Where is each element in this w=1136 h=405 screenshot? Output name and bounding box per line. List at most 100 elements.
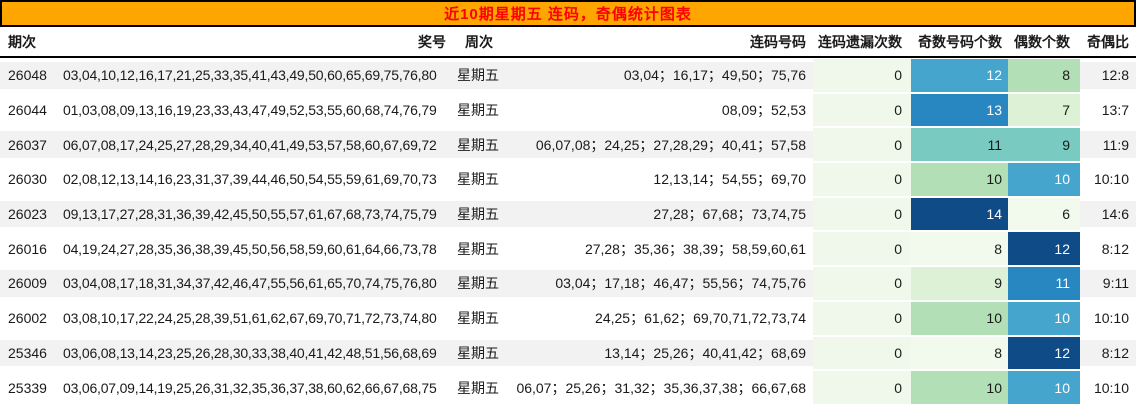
cell-odd-even-ratio: 14:6 xyxy=(1080,196,1136,232)
cell-consecutive-numbers: 08,09；52,53 xyxy=(721,102,806,119)
table-header-row: 期次 奖号 周次 连码号码 连码遗漏次数 奇数号码个数 偶数个数 奇偶比 xyxy=(0,27,1136,58)
header-period: 期次 xyxy=(8,33,36,50)
cell-consecutive-miss-count: 0 xyxy=(813,300,911,336)
cell-odd-even-ratio: 8:12 xyxy=(1101,240,1129,257)
cell-odd-count: 12 xyxy=(911,58,1008,93)
cell-consecutive-miss-count: 0 xyxy=(813,196,911,232)
header-weekday: 周次 xyxy=(465,33,493,50)
cell-odd-count: 9 xyxy=(911,266,1008,301)
cell-consecutive-numbers: 12,13,14；54,55；69,70 xyxy=(653,171,806,188)
cell-consecutive-miss-count: 0 xyxy=(813,127,911,163)
cell-period: 26030 xyxy=(8,171,47,188)
cell-draw-numbers: 03,04,08,17,18,31,34,37,42,46,47,55,56,6… xyxy=(60,266,452,301)
cell-odd-even-ratio: 10:10 xyxy=(1093,171,1129,188)
header-draw-numbers: 奖号 xyxy=(418,33,446,50)
cell-period: 26009 xyxy=(0,266,60,301)
cell-odd-even-ratio: 12:8 xyxy=(1080,58,1136,93)
cell-consecutive-miss-count: 0 xyxy=(813,370,911,405)
cell-draw-numbers: 04,19,24,27,28,35,36,38,39,45,50,56,58,5… xyxy=(63,240,437,257)
table-row: 26037 06,07,08,17,24,25,27,28,29,34,40,41… xyxy=(0,127,1136,163)
cell-consecutive-numbers: 06,07；25,26；31,32；35,36,37,38；66,67,68 xyxy=(516,379,806,396)
cell-draw-numbers: 03,06,08,13,14,23,25,26,28,30,33,38,40,4… xyxy=(60,335,452,371)
cell-consecutive-miss-count: 0 xyxy=(813,92,911,128)
cell-period: 26016 xyxy=(8,240,47,257)
cell-consecutive-numbers: 24,25；61,62；69,70,71,72,73,74 xyxy=(595,310,806,327)
cell-consecutive-miss-count: 0 xyxy=(813,266,911,301)
cell-draw-numbers: 03,06,07,09,14,19,25,26,31,32,35,36,37,3… xyxy=(63,379,437,396)
page-title: 近10期星期五 连码，奇偶统计图表 xyxy=(444,6,692,23)
table-row: 26023 09,13,17,27,28,31,36,39,42,45,50,55… xyxy=(0,196,1136,232)
cell-draw-numbers: 03,04,10,12,16,17,21,25,33,35,41,43,49,5… xyxy=(60,58,452,93)
cell-draw-numbers: 03,08,10,17,22,24,25,28,39,51,61,62,67,6… xyxy=(63,310,437,327)
cell-odd-even-ratio: 9:11 xyxy=(1080,266,1136,301)
cell-odd-even-ratio: 10:10 xyxy=(1093,310,1129,327)
cell-period: 26002 xyxy=(8,310,47,327)
cell-period: 26023 xyxy=(0,196,60,232)
cell-even-count: 11 xyxy=(1008,266,1080,301)
cell-even-count: 12 xyxy=(1008,335,1080,371)
cell-odd-count: 11 xyxy=(911,127,1008,163)
cell-consecutive-numbers: 27,28；67,68；73,74,75 xyxy=(510,196,813,232)
cell-weekday: 星期五 xyxy=(457,379,499,396)
cell-consecutive-miss-count: 0 xyxy=(813,58,911,93)
cell-weekday: 星期五 xyxy=(452,196,510,232)
table-row: 26044 01,03,08,09,13,16,19,23,33,43,47,49… xyxy=(0,92,1136,128)
cell-even-count: 9 xyxy=(1008,127,1080,163)
cell-odd-count: 8 xyxy=(911,335,1008,371)
header-odd-even-ratio: 奇偶比 xyxy=(1087,33,1129,50)
cell-period: 25346 xyxy=(0,335,60,371)
table-row: 26030 02,08,12,13,14,16,23,31,37,39,44,46… xyxy=(0,162,1136,197)
cell-weekday: 星期五 xyxy=(452,266,510,301)
table-row: 26009 03,04,08,17,18,31,34,37,42,46,47,55… xyxy=(0,266,1136,301)
table-row: 26002 03,08,10,17,22,24,25,28,39,51,61,62… xyxy=(0,300,1136,336)
table-row: 26016 04,19,24,27,28,35,36,38,39,45,50,56… xyxy=(0,231,1136,267)
cell-odd-count: 10 xyxy=(911,162,1008,197)
cell-draw-numbers: 02,08,12,13,14,16,23,31,37,39,44,46,50,5… xyxy=(63,171,437,188)
cell-even-count: 10 xyxy=(1008,370,1080,405)
cell-odd-even-ratio: 11:9 xyxy=(1080,127,1136,163)
cell-odd-count: 14 xyxy=(911,196,1008,232)
cell-consecutive-miss-count: 0 xyxy=(813,335,911,371)
cell-weekday: 星期五 xyxy=(457,240,499,257)
cell-odd-count: 13 xyxy=(911,92,1008,128)
cell-even-count: 8 xyxy=(1008,58,1080,93)
cell-weekday: 星期五 xyxy=(457,310,499,327)
cell-odd-even-ratio: 13:7 xyxy=(1101,102,1129,119)
header-odd-count: 奇数号码个数 xyxy=(918,33,1002,50)
cell-consecutive-numbers: 03,04；16,17；49,50；75,76 xyxy=(510,58,813,93)
cell-consecutive-miss-count: 0 xyxy=(813,162,911,197)
table-row: 25346 03,06,08,13,14,23,25,26,28,30,33,38… xyxy=(0,335,1136,371)
cell-even-count: 12 xyxy=(1008,231,1080,267)
header-even-count: 偶数个数 xyxy=(1014,33,1070,50)
cell-odd-count: 8 xyxy=(911,231,1008,267)
cell-period: 26037 xyxy=(0,127,60,163)
table-body: 26048 03,04,10,12,16,17,21,25,33,35,41,43… xyxy=(0,58,1136,405)
cell-consecutive-numbers: 27,28；35,36；38,39；58,59,60,61 xyxy=(584,240,806,257)
table-row: 26048 03,04,10,12,16,17,21,25,33,35,41,43… xyxy=(0,58,1136,93)
title-bar: 近10期星期五 连码，奇偶统计图表 xyxy=(0,0,1136,27)
cell-even-count: 7 xyxy=(1008,92,1080,128)
cell-odd-even-ratio: 10:10 xyxy=(1093,379,1129,396)
cell-consecutive-miss-count: 0 xyxy=(813,231,911,267)
table-row: 25339 03,06,07,09,14,19,25,26,31,32,35,36… xyxy=(0,370,1136,405)
cell-consecutive-numbers: 03,04；17,18；46,47；55,56；74,75,76 xyxy=(510,266,813,301)
cell-odd-count: 10 xyxy=(911,300,1008,336)
cell-even-count: 10 xyxy=(1008,162,1080,197)
cell-odd-count: 10 xyxy=(911,370,1008,405)
cell-period: 26044 xyxy=(8,102,47,119)
cell-weekday: 星期五 xyxy=(452,58,510,93)
cell-even-count: 10 xyxy=(1008,300,1080,336)
cell-consecutive-numbers: 13,14；25,26；40,41,42；68,69 xyxy=(510,335,813,371)
header-consecutive-numbers: 连码号码 xyxy=(750,33,806,50)
cell-weekday: 星期五 xyxy=(457,171,499,188)
cell-odd-even-ratio: 8:12 xyxy=(1080,335,1136,371)
cell-draw-numbers: 06,07,08,17,24,25,27,28,29,34,40,41,49,5… xyxy=(60,127,452,163)
cell-period: 26048 xyxy=(0,58,60,93)
cell-weekday: 星期五 xyxy=(457,102,499,119)
cell-draw-numbers: 01,03,08,09,13,16,19,23,33,43,47,49,52,5… xyxy=(63,102,437,119)
cell-weekday: 星期五 xyxy=(452,127,510,163)
cell-weekday: 星期五 xyxy=(452,335,510,371)
cell-period: 25339 xyxy=(8,379,47,396)
cell-consecutive-numbers: 06,07,08；24,25；27,28,29；40,41；57,58 xyxy=(510,127,813,163)
